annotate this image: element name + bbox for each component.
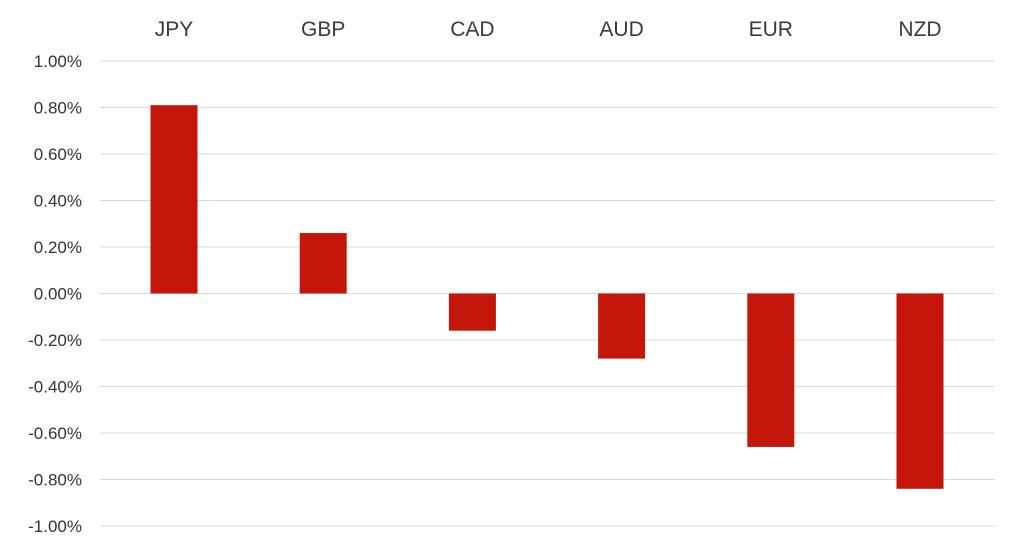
- y-tick-label: 0.80%: [34, 99, 82, 118]
- bar-nzd: [896, 293, 944, 489]
- y-tick-label: 0.00%: [34, 285, 82, 304]
- y-tick-label: 0.40%: [34, 192, 82, 211]
- category-label-aud: AUD: [599, 18, 643, 41]
- category-label-gbp: GBP: [301, 18, 345, 41]
- gridlines: [100, 60, 995, 527]
- bars: [150, 105, 944, 489]
- y-tick-label: 1.00%: [34, 52, 82, 71]
- y-tick-label: -0.20%: [28, 331, 82, 350]
- category-label-cad: CAD: [450, 18, 494, 41]
- category-label-nzd: NZD: [898, 18, 941, 41]
- bar-gbp: [299, 233, 347, 294]
- category-label-jpy: JPY: [155, 18, 194, 41]
- category-labels: JPY GBP CAD AUD EUR NZD: [155, 18, 942, 41]
- bar-jpy: [150, 105, 198, 294]
- y-tick-label: -0.80%: [28, 471, 82, 490]
- y-axis-tick-labels: 1.00% 0.80% 0.60% 0.40% 0.20% 0.00% -0.20% -0.4…: [28, 52, 82, 536]
- category-label-eur: EUR: [749, 18, 793, 41]
- y-tick-label: -0.60%: [28, 424, 82, 443]
- y-tick-label: -0.40%: [28, 378, 82, 397]
- y-tick-label: 0.60%: [34, 145, 82, 164]
- bar-eur: [747, 293, 795, 447]
- bar-aud: [598, 293, 646, 359]
- bar-cad: [448, 293, 496, 331]
- y-tick-label: -1.00%: [28, 517, 82, 536]
- y-tick-label: 0.20%: [34, 238, 82, 257]
